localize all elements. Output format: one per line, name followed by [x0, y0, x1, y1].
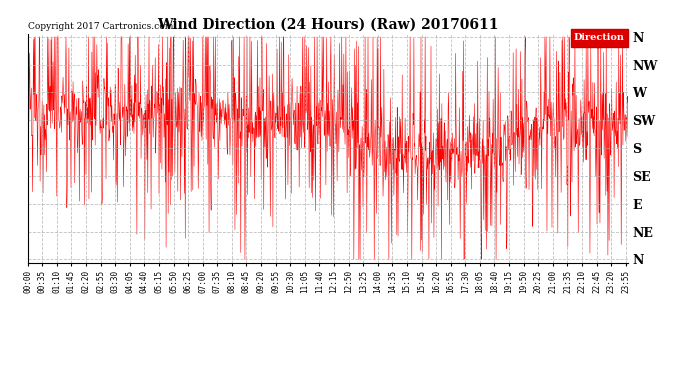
Text: Direction: Direction [574, 33, 624, 42]
Text: Copyright 2017 Cartronics.com: Copyright 2017 Cartronics.com [28, 22, 173, 32]
Title: Wind Direction (24 Hours) (Raw) 20170611: Wind Direction (24 Hours) (Raw) 20170611 [157, 17, 498, 31]
